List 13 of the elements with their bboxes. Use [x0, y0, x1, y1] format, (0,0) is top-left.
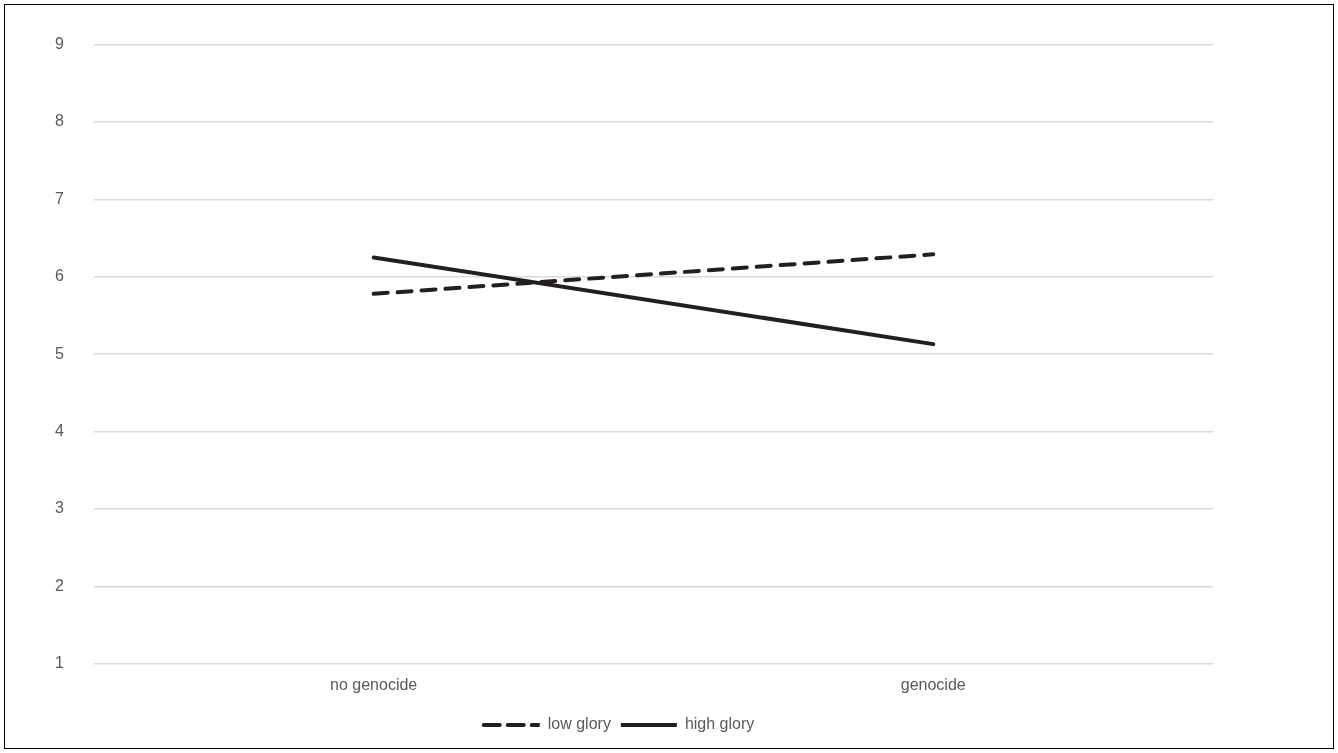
- legend-label: low glory: [547, 715, 611, 733]
- legend-label: high glory: [684, 715, 755, 733]
- y-tick-label: 7: [54, 189, 64, 207]
- y-tick-label: 8: [54, 112, 64, 130]
- x-tick-label: genocide: [900, 675, 966, 693]
- y-tick-label: 9: [54, 35, 64, 53]
- y-tick-label: 2: [54, 576, 64, 594]
- y-tick-label: 6: [54, 267, 64, 285]
- y-tick-label: 4: [54, 422, 64, 440]
- y-tick-label: 5: [54, 344, 64, 362]
- x-tick-label: no genocide: [330, 675, 418, 693]
- y-tick-label: 1: [54, 654, 64, 672]
- y-tick-label: 3: [54, 499, 64, 517]
